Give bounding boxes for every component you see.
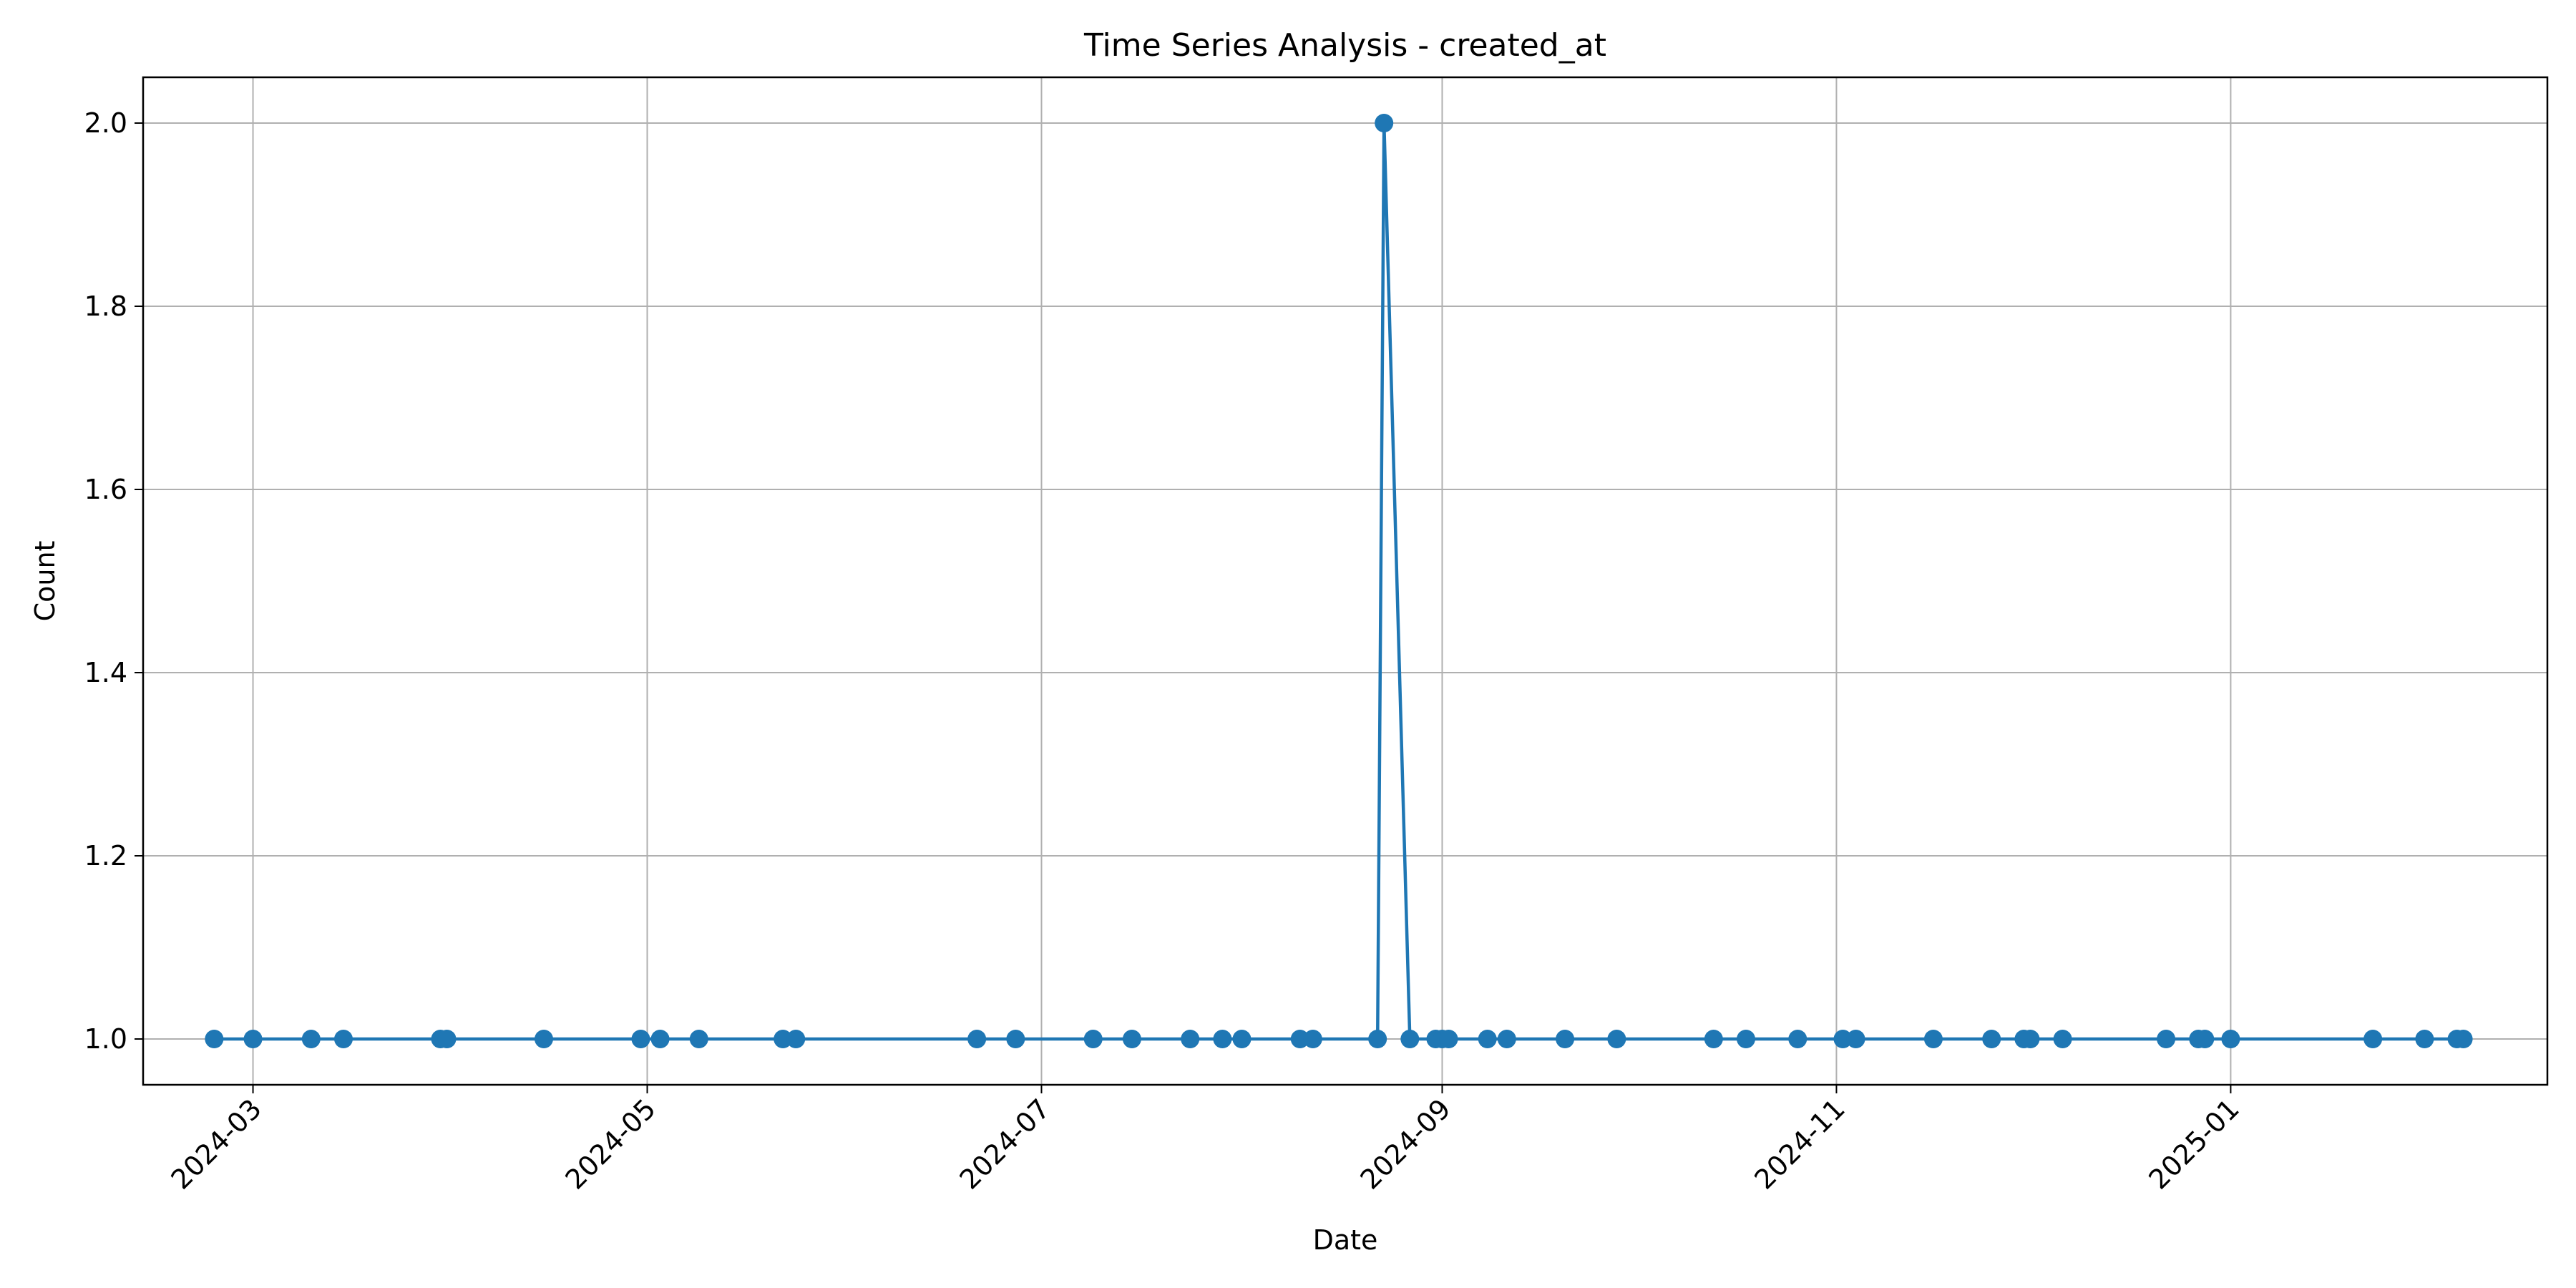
- data-point: [2195, 1030, 2215, 1048]
- x-axis-label: Date: [1313, 1224, 1378, 1256]
- data-point: [1006, 1030, 1025, 1048]
- data-point: [786, 1030, 806, 1048]
- data-point: [2221, 1030, 2240, 1048]
- data-point: [1737, 1030, 1755, 1048]
- data-point: [1439, 1030, 1458, 1048]
- y-tick-label: 1.0: [84, 1023, 127, 1055]
- data-point: [774, 1030, 793, 1048]
- data-point: [1923, 1030, 1943, 1048]
- y-tick-label: 2.0: [84, 107, 127, 139]
- data-point: [689, 1030, 708, 1048]
- series-layer: [205, 114, 2473, 1048]
- y-axis-label: Count: [29, 541, 61, 622]
- data-point: [1375, 114, 1394, 132]
- data-point: [243, 1030, 263, 1048]
- y-tick-label: 1.2: [84, 840, 127, 872]
- y-tick-label: 1.8: [84, 291, 127, 322]
- y-tick-label: 1.4: [84, 657, 127, 688]
- data-point: [2021, 1030, 2040, 1048]
- data-point: [2053, 1030, 2072, 1048]
- data-point: [1232, 1030, 1252, 1048]
- data-point: [1083, 1030, 1103, 1048]
- data-point: [2363, 1030, 2383, 1048]
- data-point: [1704, 1030, 1723, 1048]
- data-point: [1368, 1030, 1387, 1048]
- data-point: [1122, 1030, 1141, 1048]
- data-point: [631, 1030, 650, 1048]
- data-point: [1607, 1030, 1626, 1048]
- plot-frame: [142, 76, 2549, 1086]
- data-point: [1213, 1030, 1232, 1048]
- data-point: [301, 1030, 321, 1048]
- data-point: [967, 1030, 987, 1048]
- data-point: [535, 1030, 553, 1048]
- data-point: [437, 1030, 457, 1048]
- chart-title: Time Series Analysis - created_at: [1083, 27, 1606, 64]
- data-point: [1833, 1030, 1853, 1048]
- data-point: [2415, 1030, 2434, 1048]
- data-point: [1788, 1030, 1807, 1048]
- data-point: [2454, 1030, 2473, 1048]
- data-point: [1556, 1030, 1575, 1048]
- data-point: [1303, 1030, 1322, 1048]
- data-point: [205, 1030, 224, 1048]
- y-tick-label: 1.6: [84, 474, 127, 505]
- data-point: [1181, 1030, 1200, 1048]
- data-point: [1846, 1030, 1865, 1048]
- data-point: [1400, 1030, 1420, 1048]
- data-point: [334, 1030, 353, 1048]
- data-point: [1290, 1030, 1309, 1048]
- data-point: [1478, 1030, 1497, 1048]
- data-point: [650, 1030, 670, 1048]
- data-point: [1497, 1030, 1516, 1048]
- data-point: [2157, 1030, 2176, 1048]
- data-point: [1982, 1030, 2001, 1048]
